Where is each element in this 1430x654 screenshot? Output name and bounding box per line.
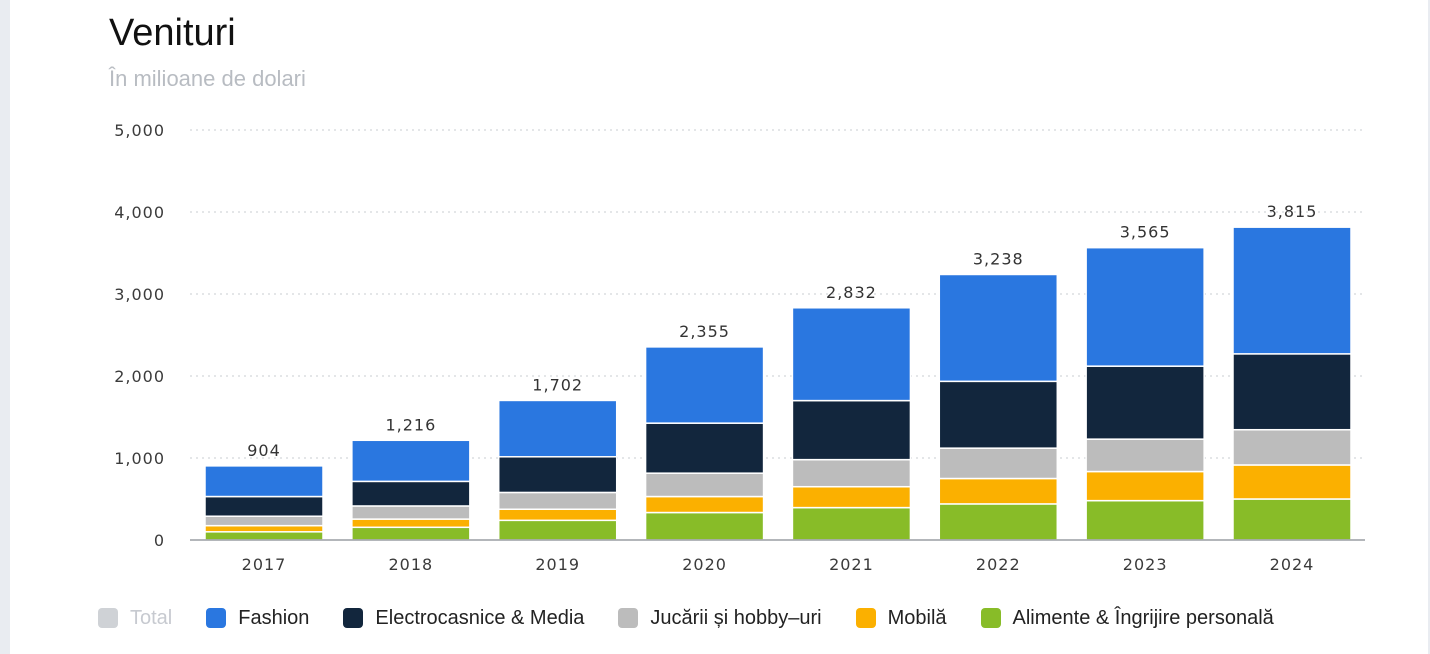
bar-segment (644, 422, 765, 474)
bar-segment (497, 456, 618, 494)
y-tick-label: 0 (154, 531, 165, 550)
legend-item-fashion[interactable]: Fashion (206, 607, 309, 630)
legend-label-mobila: Mobilă (887, 606, 947, 629)
legend-label-electrocasnice-media: Electrocasnice & Media (375, 606, 585, 629)
x-tick-label: 2022 (976, 555, 1021, 574)
legend-swatch-alimente-ingrijire (980, 608, 1001, 628)
bar-segment (644, 495, 765, 514)
bar-segment (1085, 365, 1205, 440)
chart-title: Venituri (109, 12, 236, 54)
bar-segment (204, 495, 324, 517)
bar-segment (938, 447, 1059, 480)
legend-swatch-fashion (206, 608, 227, 628)
x-tick-label: 2017 (242, 555, 287, 574)
bar-segment (1232, 226, 1352, 355)
bar-segment (204, 515, 324, 527)
y-tick-label: 4,000 (114, 203, 165, 222)
bar-total-label: 3,565 (1120, 223, 1171, 242)
x-tick-label: 2024 (1270, 555, 1315, 574)
legend-swatch-jucarii-hobby (618, 608, 639, 628)
bar-total-label: 904 (247, 441, 281, 460)
bar-segment (1232, 428, 1352, 466)
x-tick-label: 2019 (535, 555, 580, 574)
legend-item-alimente-ingrijire[interactable]: Alimente & Îngrijire personală (980, 606, 1274, 630)
bar-segment (938, 477, 1059, 505)
bar-total-label: 2,355 (679, 322, 730, 341)
bar-total-label: 3,238 (973, 249, 1024, 268)
bar-segment (1232, 353, 1352, 431)
legend-swatch-electrocasnice-media (343, 608, 364, 628)
bar-total-label: 3,815 (1267, 202, 1318, 221)
bar-segment (1085, 438, 1205, 473)
bar-segment (351, 518, 471, 529)
bar-total-label: 1,216 (385, 415, 436, 434)
bar-segment (351, 439, 471, 483)
bar-segment (351, 480, 471, 507)
legend-item-mobila[interactable]: Mobilă (855, 606, 947, 630)
legend-label-jucarii-hobby: Jucării și hobby–uri (650, 606, 822, 629)
bar-total-label: 2,832 (826, 283, 877, 302)
chart-legend: Total Fashion Electrocasnice & Media Juc… (98, 603, 1274, 633)
bar-segment (644, 346, 765, 424)
bar-segment (497, 508, 618, 522)
x-tick-label: 2023 (1123, 555, 1168, 574)
bar-segment (791, 485, 912, 509)
x-tick-label: 2021 (829, 555, 874, 574)
bar-segment (351, 505, 471, 520)
bar-segment (644, 511, 765, 541)
y-tick-label: 2,000 (114, 367, 165, 386)
bar-segment (497, 399, 618, 458)
bar-segment (1085, 470, 1205, 502)
bar-segment (791, 506, 912, 541)
x-tick-label: 2018 (388, 555, 433, 574)
y-tick-label: 3,000 (114, 285, 165, 304)
legend-swatch-total (98, 608, 118, 628)
legend-label-total: Total (130, 606, 173, 629)
bar-segment (351, 526, 471, 541)
chart-subtitle: În milioane de dolari (109, 66, 306, 91)
x-tick-label: 2020 (682, 555, 727, 574)
bar-segment (1085, 246, 1205, 367)
bar-segment (204, 531, 324, 541)
bar-segment (1232, 498, 1352, 541)
bar-segment (497, 491, 618, 511)
legend-item-jucarii-hobby[interactable]: Jucării și hobby–uri (618, 606, 822, 630)
bar-segment (791, 307, 912, 402)
bar-segment (938, 503, 1059, 541)
legend-item-electrocasnice-media[interactable]: Electrocasnice & Media (343, 607, 584, 630)
bar-segment (791, 399, 912, 461)
legend-swatch-mobila (855, 608, 876, 628)
bar-segment (204, 524, 324, 533)
bar-segment (938, 380, 1059, 449)
bar-total-label: 1,702 (532, 375, 583, 394)
stacked-bar-chart: 0 1,000 2,000 3,000 4,000 5,000 904 2017 1,216 20… (114, 121, 1365, 574)
bar-segment (791, 458, 912, 488)
bar-segment (1085, 499, 1205, 541)
legend-item-total[interactable]: Total (98, 607, 172, 630)
y-tick-label: 5,000 (114, 121, 165, 140)
y-tick-label: 1,000 (114, 449, 165, 468)
bar-segment (204, 465, 324, 498)
bar-segment (938, 273, 1059, 383)
bar-segment (644, 472, 765, 498)
bar-segment (497, 519, 618, 541)
legend-label-alimente-ingrijire: Alimente & Îngrijire personală (1012, 606, 1274, 629)
legend-label-fashion: Fashion (238, 606, 310, 629)
bar-segment (1232, 464, 1352, 500)
